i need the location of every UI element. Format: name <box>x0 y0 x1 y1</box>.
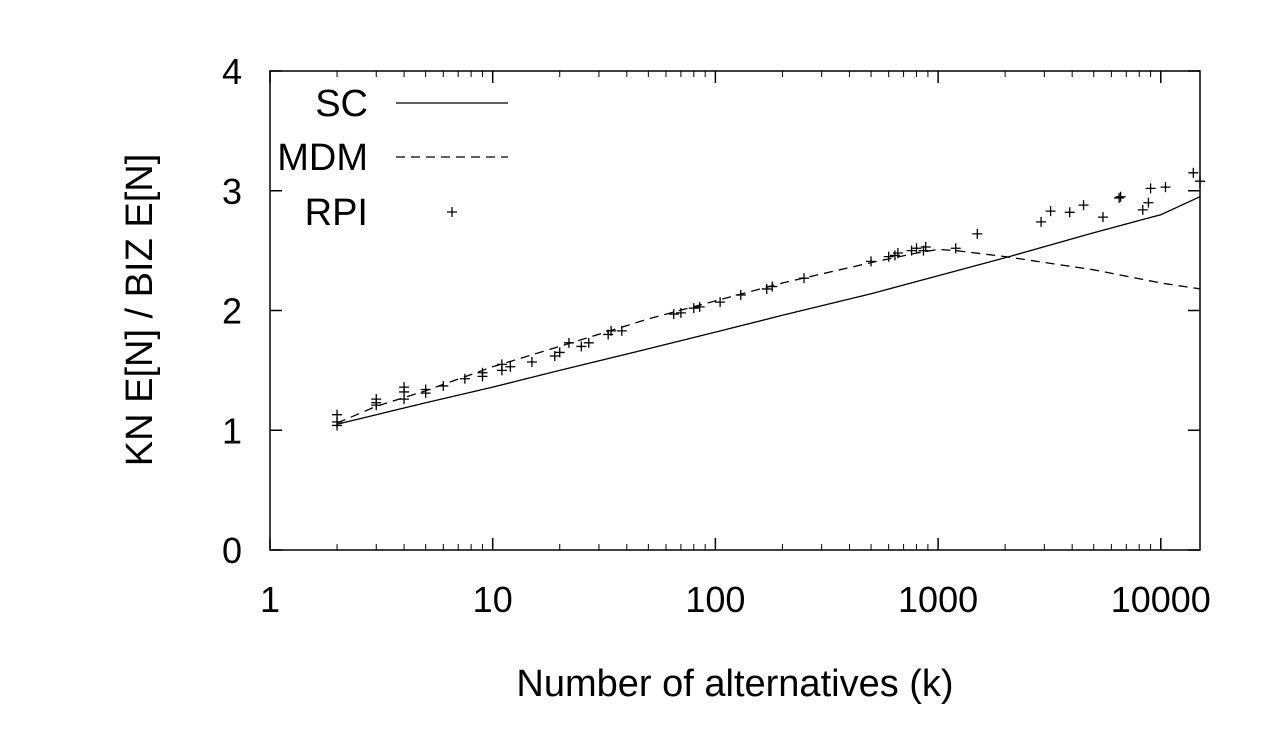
y-tick-label: 3 <box>222 171 242 212</box>
legend-marker-rpi <box>447 207 457 217</box>
data-point-rpi <box>1145 183 1156 194</box>
data-point-rpi <box>576 341 587 352</box>
legend: SC MDM RPI <box>277 83 508 234</box>
data-point-rpi <box>477 367 488 378</box>
data-point-rpi <box>399 382 410 393</box>
data-point-rpi <box>420 384 431 395</box>
data-point-rpi <box>1036 216 1047 227</box>
data-point-rpi <box>1045 206 1056 217</box>
data-point-rpi <box>735 289 746 300</box>
x-tick-label: 1000 <box>898 579 978 620</box>
data-point-rpi <box>1097 212 1108 223</box>
x-tick-label: 100 <box>685 579 745 620</box>
data-point-rpi <box>1143 197 1154 208</box>
data-point-rpi <box>911 243 922 254</box>
data-point-rpi <box>616 325 627 336</box>
data-point-rpi <box>1137 204 1148 215</box>
data-point-rpi <box>688 303 699 314</box>
data-point-rpi <box>761 283 772 294</box>
y-tick-label: 2 <box>222 291 242 332</box>
data-point-rpi <box>332 409 343 420</box>
data-point-rpi <box>1078 200 1089 211</box>
x-tick-labels: 1 10 100 1000 10000 <box>260 579 1211 620</box>
data-point-rpi <box>505 361 516 372</box>
y-tick-label: 4 <box>222 51 242 92</box>
data-point-rpi <box>526 356 537 367</box>
data-point-rpi <box>668 309 679 320</box>
y-tick-label: 0 <box>222 530 242 571</box>
legend-label-rpi: RPI <box>305 192 368 234</box>
data-point-rpi <box>920 242 931 253</box>
data-point-rpi <box>799 273 810 284</box>
data-point-rpi <box>606 325 617 336</box>
data-point-rpi <box>459 373 470 384</box>
data-point-rpi <box>866 256 877 267</box>
plot-area-frame <box>269 70 1201 551</box>
y-tick-label: 1 <box>222 410 242 451</box>
data-point-rpi <box>675 307 686 318</box>
legend-label-sc: SC <box>315 83 368 125</box>
data-point-rpi <box>883 251 894 262</box>
data-point-rpi <box>554 347 565 358</box>
series-layer <box>332 167 1205 431</box>
data-point-rpi <box>972 228 983 239</box>
data-point-rpi <box>1114 192 1125 203</box>
data-point-rpi <box>767 281 778 292</box>
data-point-rpi <box>694 301 705 312</box>
data-point-rpi <box>1115 191 1126 202</box>
y-tick-labels: 0 1 2 3 4 <box>222 51 242 571</box>
series-mdm <box>336 248 1201 424</box>
series-sc <box>336 196 1201 425</box>
x-tick-label: 10000 <box>1111 579 1211 620</box>
data-point-rpi <box>950 243 961 254</box>
x-axis-title: Number of alternatives (k) <box>516 663 953 705</box>
data-point-rpi <box>583 337 594 348</box>
data-point-rpi <box>1160 182 1171 193</box>
data-point-rpi <box>1064 207 1075 218</box>
data-point-rpi <box>892 248 903 259</box>
data-point-rpi <box>438 380 449 391</box>
series-rpi <box>332 167 1205 431</box>
data-point-rpi <box>563 337 574 348</box>
data-point-rpi <box>496 359 507 370</box>
ticks-layer <box>269 70 1200 551</box>
series-line-mdm <box>336 248 1201 424</box>
data-point-rpi <box>906 245 917 256</box>
y-axis-title: KN E[N] / BIZ E[N] <box>119 154 161 467</box>
series-line-sc <box>336 196 1201 425</box>
data-point-rpi <box>715 297 726 308</box>
data-point-rpi <box>371 394 382 405</box>
x-tick-label: 10 <box>473 579 513 620</box>
data-point-rpi <box>1188 167 1199 178</box>
legend-label-mdm: MDM <box>277 137 368 179</box>
x-tick-label: 1 <box>260 579 280 620</box>
